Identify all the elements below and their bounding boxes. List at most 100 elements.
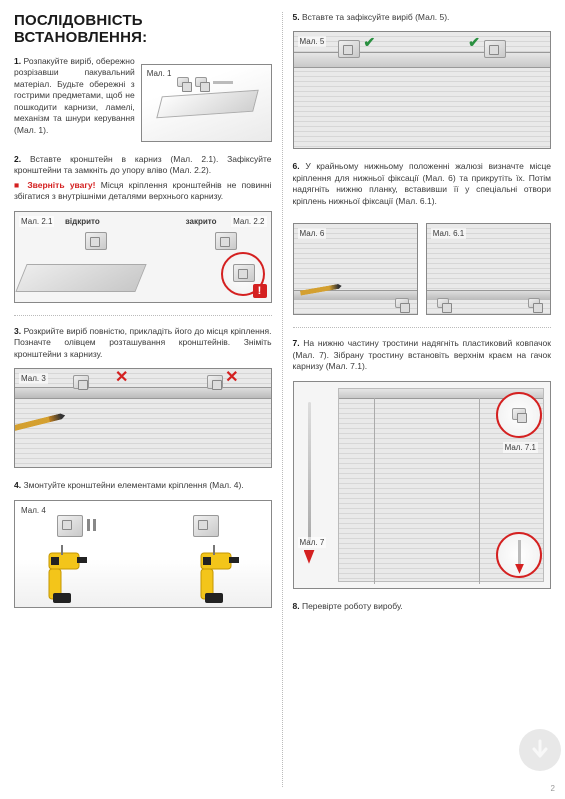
- top-rail: [15, 387, 271, 399]
- page-number: 2: [551, 784, 555, 793]
- bracket-icon: [233, 264, 255, 282]
- figure-6: Мал. 6: [293, 223, 418, 315]
- detail-circle-bottom: [496, 532, 542, 578]
- closed-label: закрито: [184, 216, 219, 227]
- hook-icon: [512, 408, 526, 420]
- fig-71-label: Мал. 7.1: [503, 442, 538, 453]
- fig-6-label: Мал. 6: [298, 228, 327, 239]
- drill-icon: [33, 545, 89, 607]
- clip-icon: [395, 298, 409, 308]
- figure-2: Мал. 2.1 відкрито закрито Мал. 2.2 !: [14, 211, 272, 303]
- watermark-arrow-icon: [519, 729, 561, 771]
- step-8-num: 8.: [293, 601, 300, 611]
- warn-icon: ■: [14, 180, 27, 190]
- top-rail: [294, 52, 551, 68]
- step-2: 2. Вставте кронштейн в карниз (Мал. 2.1)…: [14, 154, 272, 303]
- wand-detail: [518, 540, 521, 564]
- left-column: ПОСЛІДОВНІСТЬ ВСТАНОВЛЕННЯ: 1. Розпакуйт…: [14, 12, 283, 787]
- bracket-icon: [195, 77, 207, 87]
- pencil-icon: [14, 413, 66, 432]
- step-7-num: 7.: [293, 338, 300, 348]
- step-6-text: 6. У крайньому нижньому положенні жалюзі…: [293, 161, 552, 207]
- headrail-icon: [156, 90, 259, 119]
- step-6-body: У крайньому нижньому положенні жалюзі ви…: [293, 161, 552, 205]
- figure-5: Мал. 5 ✔ ✔: [293, 31, 552, 149]
- cord-icon: [479, 398, 480, 584]
- step-2-body: Вставте кронштейн в карниз (Мал. 2.1). З…: [14, 154, 272, 175]
- fig-7-label: Мал. 7: [298, 537, 327, 548]
- step-6: 6. У крайньому нижньому положенні жалюзі…: [293, 161, 552, 315]
- bracket-open: [85, 232, 107, 250]
- step-4-num: 4.: [14, 480, 21, 490]
- bracket-r: [207, 375, 223, 389]
- step-5-body: Вставте та зафіксуйте виріб (Мал. 5).: [302, 12, 449, 22]
- bracket-icon: [177, 77, 189, 87]
- step-1-text: 1. Розпакуйте виріб, обережно розрізавши…: [14, 56, 135, 136]
- step-7-body: На нижню частину тростини надягніть плас…: [293, 338, 552, 371]
- open-label: відкрито: [63, 216, 102, 227]
- step-5-text: 5. Вставте та зафіксуйте виріб (Мал. 5).: [293, 12, 552, 23]
- alert-icon: !: [253, 284, 267, 298]
- screw-icon: [93, 519, 96, 531]
- fig-3-label: Мал. 3: [19, 373, 48, 384]
- bracket-mount-r: [193, 515, 219, 537]
- step-4-body: Змонтуйте кронштейни елементами кріпленн…: [23, 480, 243, 490]
- step-8-body: Перевірте роботу виробу.: [302, 601, 403, 611]
- step-3-body: Розкрийте виріб повністю, прикладіть йог…: [14, 326, 272, 359]
- step-2-text: 2. Вставте кронштейн в карниз (Мал. 2.1)…: [14, 154, 272, 177]
- cap-detail: [515, 564, 524, 574]
- fig-61-label: Мал. 6.1: [431, 228, 466, 239]
- fig-1-label: Мал. 1: [145, 68, 174, 79]
- step-1-num: 1.: [14, 56, 21, 66]
- small-parts: [177, 77, 233, 87]
- drill-icon: [185, 545, 241, 607]
- step-7-text: 7. На нижню частину тростини надягніть п…: [293, 338, 552, 372]
- x-mark-icon: ✕: [115, 368, 128, 387]
- x-mark-icon: ✕: [225, 368, 238, 387]
- step-8: 8. Перевірте роботу виробу.: [293, 601, 552, 612]
- step-3: 3. Розкрийте виріб повністю, прикладіть …: [14, 326, 272, 468]
- rod-icon: [213, 81, 233, 84]
- rail-icon: [15, 264, 146, 292]
- wand-cap-icon: [304, 550, 315, 564]
- figure-6-1: Мал. 6.1: [426, 223, 551, 315]
- fig-4-label: Мал. 4: [19, 505, 48, 516]
- detail-circle-top: [496, 392, 542, 438]
- wand-icon: [308, 402, 311, 542]
- figure-7: Мал. 7 Мал. 7.1: [293, 381, 552, 589]
- step-4-text: 4. Змонтуйте кронштейни елементами кріпл…: [14, 480, 272, 491]
- bracket-closed: [215, 232, 237, 250]
- step-7: 7. На нижню частину тростини надягніть п…: [293, 338, 552, 588]
- clip-r: [528, 298, 540, 308]
- step-8-text: 8. Перевірте роботу виробу.: [293, 601, 552, 612]
- figure-4: Мал. 4: [14, 500, 272, 608]
- step-1: 1. Розпакуйте виріб, обережно розрізавши…: [14, 56, 272, 142]
- page-title: ПОСЛІДОВНІСТЬ ВСТАНОВЛЕННЯ:: [14, 12, 272, 46]
- separator: [293, 327, 552, 328]
- fig-22-label: Мал. 2.2: [231, 216, 266, 227]
- step-5: 5. Вставте та зафіксуйте виріб (Мал. 5).…: [293, 12, 552, 149]
- bracket-r: [484, 40, 506, 58]
- bracket-l: [338, 40, 360, 58]
- step-5-num: 5.: [293, 12, 300, 22]
- step-3-text: 3. Розкрийте виріб повністю, прикладіть …: [14, 326, 272, 360]
- step-2-warning: ■ Зверніть увагу! Місця кріплення кроншт…: [14, 180, 272, 203]
- step-4: 4. Змонтуйте кронштейни елементами кріпл…: [14, 480, 272, 607]
- bracket-l: [73, 375, 89, 389]
- step-3-num: 3.: [14, 326, 21, 336]
- fig-21-label: Мал. 2.1: [19, 216, 54, 227]
- separator: [14, 315, 272, 316]
- cord-icon: [374, 398, 375, 584]
- step-1-body: Розпакуйте виріб, обережно розрізавши па…: [14, 56, 135, 135]
- fig-5-label: Мал. 5: [298, 36, 327, 47]
- screw-icon: [87, 519, 90, 531]
- figure-3: Мал. 3 ✕ ✕: [14, 368, 272, 468]
- check-icon: ✔: [468, 34, 480, 51]
- warn-label: Зверніть увагу!: [27, 180, 95, 190]
- clip-l: [437, 298, 449, 308]
- right-column: 5. Вставте та зафіксуйте виріб (Мал. 5).…: [283, 12, 552, 787]
- check-icon: ✔: [364, 34, 376, 51]
- step-6-num: 6.: [293, 161, 300, 171]
- figure-1: Мал. 1: [141, 64, 272, 142]
- step-2-num: 2.: [14, 154, 21, 164]
